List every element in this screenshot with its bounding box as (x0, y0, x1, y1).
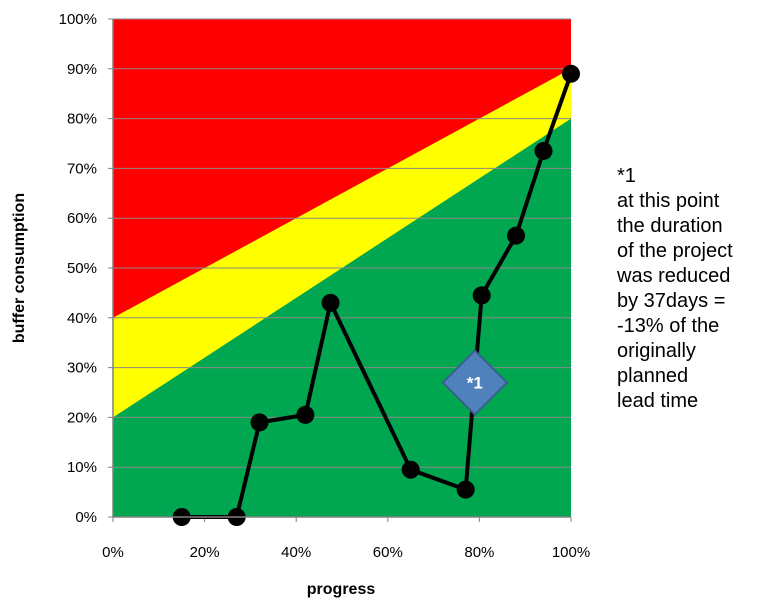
data-point (562, 64, 580, 83)
y-tick-label: 0% (75, 509, 97, 526)
annotation-marker: *1 (441, 349, 509, 416)
data-point (456, 480, 475, 499)
y-tick-label: 60% (67, 210, 97, 227)
x-tick-label: 40% (281, 544, 311, 561)
y-tick-label: 20% (67, 409, 97, 426)
data-point (472, 286, 491, 305)
annotation-line: *1 (617, 165, 636, 187)
annotation-note: *1 at this point the duration of the projec… (617, 164, 767, 414)
annotation-line: originally (617, 340, 696, 362)
x-axis-title: progress (307, 581, 376, 598)
data-point (507, 226, 526, 245)
y-tick-label: 100% (59, 11, 97, 28)
annotation-line: at this point (617, 190, 720, 212)
diamond-marker-label: *1 (467, 374, 483, 393)
data-point (250, 413, 269, 432)
y-tick-label: 10% (67, 459, 97, 476)
annotation-line: of the project (617, 240, 733, 262)
tick-labels: 0% 10% 20% 30% 40% 50% 60% 70% 80% 90% 100% 0% 20% 40… (59, 11, 591, 561)
y-axis-title: buffer consumption (11, 193, 28, 343)
y-tick-label: 80% (67, 111, 97, 128)
y-tick-label: 90% (67, 61, 97, 78)
y-tick-label: 40% (67, 310, 97, 327)
data-point (534, 141, 553, 160)
annotation-line: the duration (617, 215, 723, 237)
data-point (321, 293, 340, 312)
x-tick-label: 0% (102, 544, 124, 561)
x-tick-label: 80% (464, 544, 494, 561)
annotation-line: -13% of the (617, 315, 720, 337)
data-point (401, 460, 420, 479)
annotation-line: was reduced (617, 265, 731, 287)
x-tick-label: 100% (552, 544, 590, 561)
annotation-line: by 37days = (617, 290, 726, 312)
data-point (296, 405, 315, 424)
gridlines (108, 18, 572, 522)
diamond-marker (441, 349, 509, 416)
y-tick-label: 70% (67, 160, 97, 177)
annotation-line: planned (617, 365, 689, 387)
series-line (172, 64, 580, 526)
y-tick-label: 50% (67, 260, 97, 277)
y-tick-label: 30% (67, 360, 97, 377)
x-tick-label: 60% (373, 544, 403, 561)
annotation-line: lead time (617, 390, 699, 412)
axes (112, 19, 571, 518)
x-tick-label: 20% (190, 544, 220, 561)
